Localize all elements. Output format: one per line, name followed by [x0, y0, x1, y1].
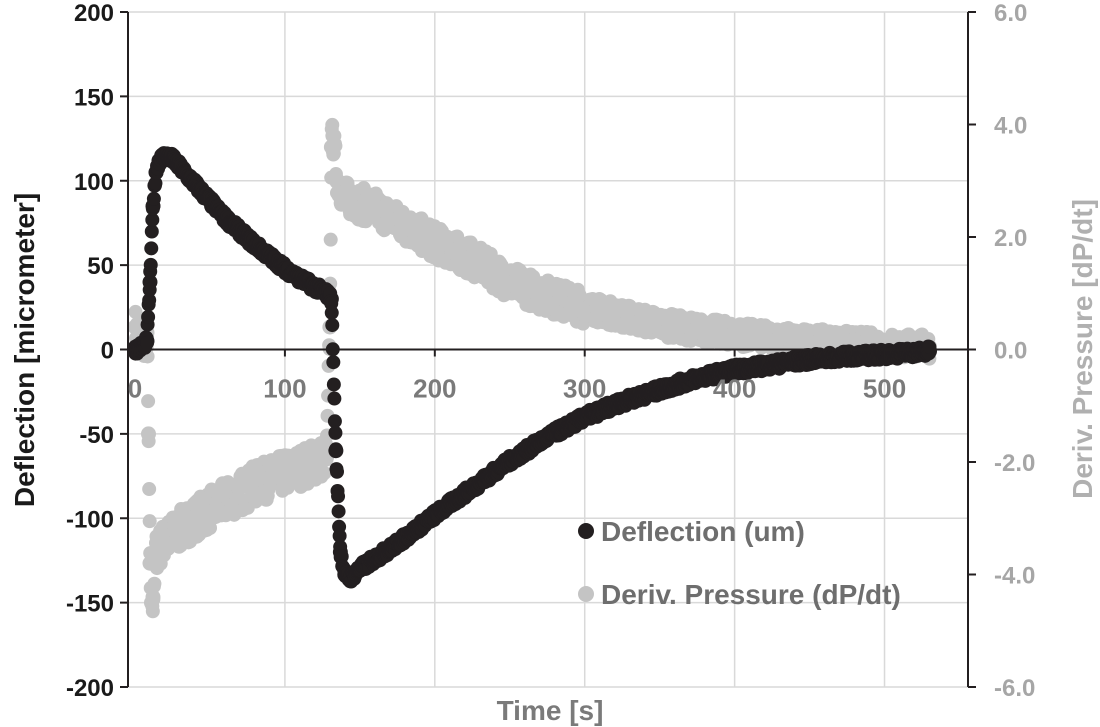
mark: [142, 514, 157, 529]
y2-tick-label: 2.0: [994, 225, 1027, 252]
mark: [144, 224, 159, 239]
x-tick-label: 400: [713, 374, 756, 404]
mark: [143, 257, 158, 272]
x-tick-label: 0: [128, 374, 142, 404]
mark: [141, 434, 156, 449]
mark: [323, 232, 338, 247]
mark: [332, 528, 347, 543]
x-tick-label: 200: [413, 374, 456, 404]
legend-label-deflection: Deflection (um): [601, 516, 805, 547]
mark: [325, 318, 340, 333]
x-tick-label: 100: [263, 374, 306, 404]
mark: [331, 489, 346, 504]
x-tick-label: 300: [563, 374, 606, 404]
y-tick-label: 0: [101, 338, 114, 365]
mark: [147, 576, 162, 591]
y-tick-label: -150: [66, 591, 114, 618]
series-band-deflection: [128, 146, 937, 589]
y2-tick-label: 6.0: [994, 0, 1027, 27]
series-deriv-pressure: [127, 117, 938, 619]
y2-tick-label: -6.0: [994, 675, 1035, 702]
mark: [142, 293, 157, 308]
mark: [328, 138, 343, 153]
y-tick-label: 200: [74, 0, 114, 27]
plot-area: [127, 117, 938, 619]
mark: [324, 305, 339, 320]
legend-label-deriv-pressure: Deriv. Pressure (dP/dt): [601, 579, 901, 610]
axes: 200150100500-50-100-150-2006.04.02.00.0-…: [66, 0, 1035, 702]
mark: [327, 414, 342, 429]
mark: [328, 425, 343, 440]
y-tick-label: 50: [87, 253, 114, 280]
mark: [326, 377, 341, 392]
mark: [141, 394, 156, 409]
y-axis-title: Deflection [micrometer]: [9, 193, 40, 507]
mark: [146, 592, 161, 607]
mark: [145, 604, 160, 619]
mark: [144, 241, 159, 256]
mark: [328, 442, 343, 457]
mark: [142, 282, 157, 297]
mark: [145, 212, 160, 227]
y-tick-label: 100: [74, 169, 114, 196]
legend-marker-deriv-pressure: [578, 586, 594, 602]
y2-tick-label: 4.0: [994, 113, 1027, 140]
mark: [327, 391, 342, 406]
y2-axis-title: Deriv. Pressure [dP/dt]: [1067, 199, 1098, 499]
y-tick-label: -200: [66, 675, 114, 702]
y-tick-label: 150: [74, 84, 114, 111]
mark: [141, 309, 156, 324]
mark: [142, 482, 157, 497]
mark: [325, 117, 340, 132]
mark: [319, 452, 334, 467]
mark: [317, 466, 332, 481]
y2-tick-label: -2.0: [994, 450, 1035, 477]
mark: [326, 355, 341, 370]
y2-tick-label: 0.0: [994, 338, 1027, 365]
mark: [331, 504, 346, 519]
mark: [140, 335, 155, 350]
series-deflection: [127, 146, 938, 589]
mark: [922, 339, 937, 354]
series-band-deriv-pressure: [128, 117, 937, 619]
mark: [148, 176, 163, 191]
mark: [128, 304, 143, 319]
y2-tick-label: -4.0: [994, 563, 1035, 590]
mark: [146, 191, 161, 206]
y-tick-label: -50: [79, 422, 114, 449]
axis-labels: Time [s] Deflection [micrometer] Deriv. …: [9, 193, 1098, 726]
y-tick-label: -100: [66, 506, 114, 533]
x-tick-label: 500: [863, 374, 906, 404]
legend-marker-deflection: [578, 523, 594, 539]
x-axis-title: Time [s]: [497, 695, 604, 726]
legend: Deflection (um) Deriv. Pressure (dP/dt): [578, 516, 901, 610]
mark: [329, 464, 344, 479]
